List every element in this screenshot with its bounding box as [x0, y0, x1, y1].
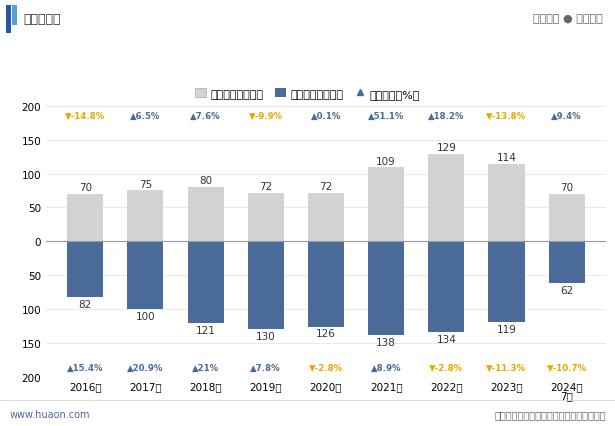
Bar [368, 242, 404, 335]
Bar [248, 242, 284, 330]
Text: 专业严谨 ● 客观科学: 专业严谨 ● 客观科学 [533, 14, 603, 24]
Text: ▲20.9%: ▲20.9% [127, 363, 164, 371]
Text: ▲15.4%: ▲15.4% [67, 363, 103, 371]
Text: ▼-10.7%: ▼-10.7% [547, 363, 587, 371]
Bar [127, 242, 164, 309]
Text: ▲0.1%: ▲0.1% [311, 112, 341, 121]
Text: ▲7.6%: ▲7.6% [190, 112, 221, 121]
Text: 70: 70 [560, 183, 573, 193]
Text: 82: 82 [79, 299, 92, 309]
Text: www.huaon.com: www.huaon.com [9, 409, 90, 419]
Text: 138: 138 [376, 337, 396, 347]
Text: 75: 75 [139, 179, 152, 189]
Text: ▼-11.3%: ▼-11.3% [486, 363, 526, 371]
Bar [67, 194, 103, 242]
Text: ▼-2.8%: ▼-2.8% [429, 363, 463, 371]
Bar [428, 242, 464, 332]
Text: ▲7.8%: ▲7.8% [250, 363, 281, 371]
Text: 100: 100 [135, 311, 155, 321]
Bar [12, 6, 17, 26]
Text: 80: 80 [199, 176, 212, 186]
Text: 70: 70 [79, 183, 92, 193]
Bar [488, 165, 525, 242]
Text: 华经情报网: 华经情报网 [23, 13, 61, 26]
Bar [488, 242, 525, 322]
Text: 109: 109 [376, 156, 396, 166]
Bar [368, 168, 404, 242]
Text: ▲8.9%: ▲8.9% [371, 363, 402, 371]
Text: 114: 114 [496, 153, 517, 163]
Text: ▲6.5%: ▲6.5% [130, 112, 161, 121]
Text: 72: 72 [319, 181, 333, 191]
Text: ▼-13.8%: ▼-13.8% [486, 112, 526, 121]
Text: 62: 62 [560, 285, 573, 295]
Text: ▲51.1%: ▲51.1% [368, 112, 404, 121]
Text: 2016-2024年7月广州南沙新区（境内目的地/货源地）进、出口额: 2016-2024年7月广州南沙新区（境内目的地/货源地）进、出口额 [156, 55, 459, 70]
Text: 134: 134 [437, 334, 456, 344]
Bar [549, 242, 585, 284]
Text: 121: 121 [196, 325, 215, 335]
Text: ▼-2.8%: ▼-2.8% [309, 363, 343, 371]
Text: 资料来源：中国海关；华经产业研究院整理: 资料来源：中国海关；华经产业研究院整理 [494, 409, 606, 419]
Bar [188, 242, 224, 324]
Bar [308, 242, 344, 327]
Bar [67, 242, 103, 297]
Text: ▼-14.8%: ▼-14.8% [65, 112, 105, 121]
Text: ▲18.2%: ▲18.2% [428, 112, 464, 121]
Text: 126: 126 [316, 328, 336, 339]
Text: 119: 119 [496, 324, 517, 334]
Text: ▲21%: ▲21% [192, 363, 219, 371]
Text: 130: 130 [256, 331, 276, 341]
Text: 72: 72 [259, 181, 272, 191]
Bar [188, 187, 224, 242]
Bar [549, 194, 585, 242]
Bar [308, 193, 344, 242]
Bar [428, 155, 464, 242]
Text: ▼-9.9%: ▼-9.9% [248, 112, 283, 121]
Bar [127, 191, 164, 242]
Legend: 出口额（亿美元）, 进口额（亿美元）, 同比增长（%）: 出口额（亿美元）, 进口额（亿美元）, 同比增长（%） [195, 89, 420, 99]
Bar [248, 193, 284, 242]
Text: 129: 129 [437, 143, 456, 153]
Text: ▲9.4%: ▲9.4% [551, 112, 582, 121]
Bar [6, 6, 11, 35]
